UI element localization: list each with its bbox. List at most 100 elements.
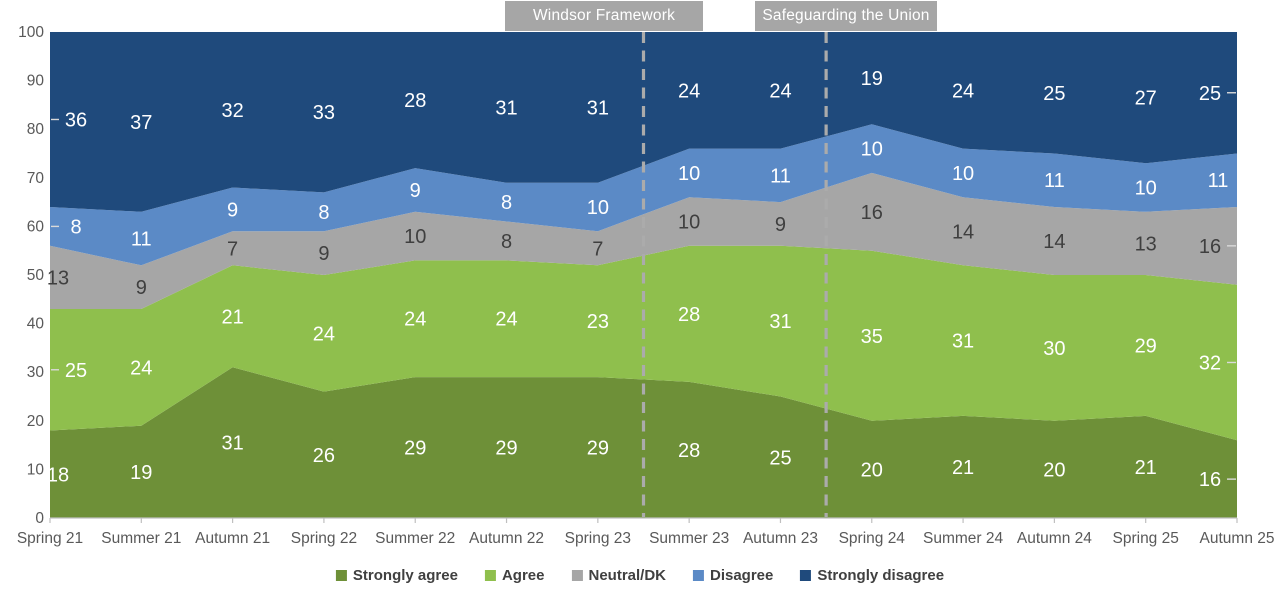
x-axis-label-autumn-24: Autumn 24 [1017,530,1092,547]
data-label-agree: 28 [678,304,700,326]
data-label-strongly-disagree: 25 [1199,83,1221,105]
legend-label: Agree [501,567,545,584]
data-label-disagree: 8 [318,202,329,224]
legend-label: Strongly disagree [817,567,945,584]
data-label-strongly-disagree: 24 [769,80,791,102]
data-label-strongly-disagree: 27 [1135,88,1157,110]
data-label-strongly-agree: 16 [1199,469,1221,491]
legend-swatch-icon [693,570,704,581]
data-label-disagree: 11 [1208,170,1229,192]
data-label-disagree: 8 [70,216,81,238]
x-axis-label-autumn-23: Autumn 23 [743,530,818,547]
data-label-strongly-agree: 20 [1043,459,1065,481]
data-label-strongly-disagree: 24 [952,80,974,102]
y-axis-label: 10 [27,461,45,478]
legend-item-agree: Agree [484,567,545,584]
y-axis-label: 20 [27,413,45,430]
area-disagree [50,124,1237,266]
legend-item-neutral-dk: Neutral/DK [571,567,666,584]
data-label-strongly-agree: 26 [313,445,335,467]
legend-item-strongly-agree: Strongly agree [335,567,458,584]
data-label-neutral-dk: 14 [1043,231,1065,253]
data-label-neutral-dk: 7 [592,238,603,260]
legend: Strongly agree Agree Neutral/DK Disagree Str… [335,567,944,584]
data-label-disagree: 10 [587,197,609,219]
y-axis-label: 100 [18,24,44,41]
legend-swatch-icon [800,570,812,581]
x-axis-label-spring-23: Spring 23 [565,530,631,547]
y-axis-label: 80 [27,121,45,138]
x-axis-label-autumn-21: Autumn 21 [195,530,270,547]
data-label-agree: 24 [495,309,517,331]
data-label-agree: 35 [861,326,883,348]
data-label-agree: 25 [65,360,87,382]
data-label-agree: 23 [587,311,609,333]
data-label-strongly-disagree: 24 [678,80,700,102]
data-label-strongly-agree: 29 [587,438,609,460]
legend-swatch-icon [335,570,347,581]
data-label-strongly-agree: 29 [495,438,517,460]
legend-swatch-icon [484,570,496,581]
data-label-strongly-agree: 18 [47,464,69,486]
data-label-neutral-dk: 9 [775,214,786,236]
data-label-strongly-agree: 21 [952,457,974,479]
x-axis-label-autumn-22: Autumn 22 [469,530,544,547]
data-label-strongly-disagree: 32 [221,100,243,122]
legend-item-strongly-disagree: Strongly disagree [800,567,944,584]
data-label-strongly-agree: 31 [221,433,243,455]
data-label-disagree: 9 [227,199,238,221]
data-label-disagree: 10 [952,163,974,185]
data-label-strongly-disagree: 25 [1043,83,1065,105]
data-label-disagree: 11 [1044,170,1065,192]
data-label-disagree: 11 [131,229,152,251]
legend-label: Strongly agree [352,567,458,584]
x-axis-label-spring-22: Spring 22 [291,530,357,547]
legend-label: Neutral/DK [588,567,666,584]
data-label-disagree: 10 [1135,178,1157,200]
data-label-neutral-dk: 8 [501,231,512,253]
data-label-strongly-disagree: 19 [861,68,883,90]
data-label-neutral-dk: 16 [1199,236,1221,258]
data-label-strongly-disagree: 37 [130,112,152,134]
data-label-neutral-dk: 14 [952,221,974,243]
y-axis-label: 40 [27,316,45,333]
legend-label: Disagree [710,567,774,584]
area-strongly-disagree [50,32,1237,212]
area-agree [50,245,1237,441]
data-label-disagree: 8 [501,192,512,214]
data-label-disagree: 9 [410,180,421,202]
y-axis-label: 60 [27,218,45,235]
data-label-strongly-disagree: 36 [65,109,87,131]
data-label-agree: 31 [769,311,791,333]
data-label-agree: 30 [1043,338,1065,360]
data-label-neutral-dk: 13 [1135,233,1157,255]
data-label-strongly-disagree: 31 [495,97,517,119]
x-axis-label-autumn-25: Autumn 25 [1200,530,1275,547]
data-label-strongly-agree: 25 [769,447,791,469]
x-axis-label-summer-24: Summer 24 [923,530,1003,547]
data-label-neutral-dk: 9 [136,277,147,299]
data-label-strongly-disagree: 33 [313,102,335,124]
y-axis-label: 70 [27,170,45,187]
annotation-windsor-framework: Windsor Framework [505,1,703,31]
data-label-agree: 24 [130,357,152,379]
y-axis-label: 50 [27,267,45,284]
data-label-disagree: 10 [678,163,700,185]
data-label-agree: 29 [1135,335,1157,357]
legend-swatch-icon [571,570,583,581]
data-label-strongly-agree: 28 [678,440,700,462]
y-axis-label: 30 [27,364,45,381]
data-label-agree: 24 [404,309,426,331]
x-axis-label-summer-21: Summer 21 [101,530,181,547]
y-axis-label: 0 [35,510,44,527]
y-axis-label: 90 [27,73,45,90]
x-axis-label-spring-25: Spring 25 [1113,530,1179,547]
data-label-agree: 24 [313,323,335,345]
data-label-disagree: 10 [861,139,883,161]
data-label-agree: 21 [221,306,243,328]
legend-item-disagree: Disagree [693,567,773,584]
data-label-neutral-dk: 16 [861,202,883,224]
data-label-strongly-agree: 21 [1135,457,1157,479]
